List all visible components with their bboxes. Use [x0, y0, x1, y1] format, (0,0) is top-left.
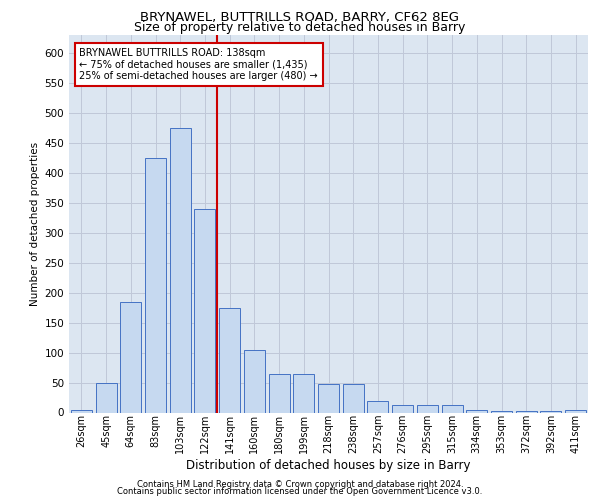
Bar — [120, 302, 141, 412]
Bar — [466, 410, 487, 412]
Bar — [367, 400, 388, 412]
Text: Contains public sector information licensed under the Open Government Licence v3: Contains public sector information licen… — [118, 487, 482, 496]
Bar — [170, 128, 191, 412]
Text: BRYNAWEL BUTTRILLS ROAD: 138sqm
← 75% of detached houses are smaller (1,435)
25%: BRYNAWEL BUTTRILLS ROAD: 138sqm ← 75% of… — [79, 48, 318, 82]
Text: Size of property relative to detached houses in Barry: Size of property relative to detached ho… — [134, 21, 466, 34]
Bar — [71, 410, 92, 412]
Text: Contains HM Land Registry data © Crown copyright and database right 2024.: Contains HM Land Registry data © Crown c… — [137, 480, 463, 489]
Bar — [269, 374, 290, 412]
Bar — [491, 410, 512, 412]
X-axis label: Distribution of detached houses by size in Barry: Distribution of detached houses by size … — [186, 459, 471, 472]
Bar — [293, 374, 314, 412]
Bar — [318, 384, 339, 412]
Bar — [95, 382, 116, 412]
Bar — [145, 158, 166, 412]
Text: BRYNAWEL, BUTTRILLS ROAD, BARRY, CF62 8EG: BRYNAWEL, BUTTRILLS ROAD, BARRY, CF62 8E… — [140, 11, 460, 24]
Bar — [219, 308, 240, 412]
Bar — [194, 209, 215, 412]
Bar — [442, 404, 463, 412]
Bar — [392, 404, 413, 412]
Y-axis label: Number of detached properties: Number of detached properties — [30, 142, 40, 306]
Bar — [417, 404, 438, 412]
Bar — [565, 410, 586, 412]
Bar — [343, 384, 364, 412]
Bar — [244, 350, 265, 412]
